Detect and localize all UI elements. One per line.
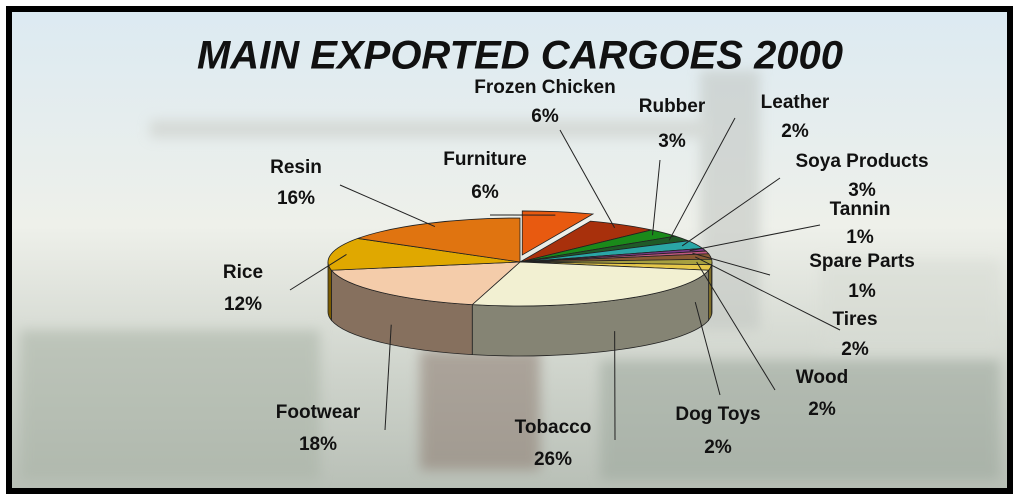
category-label: Resin: [270, 157, 322, 178]
slice: [330, 261, 522, 306]
value-label: 1%: [848, 281, 876, 302]
value-label: 3%: [848, 180, 876, 201]
value-label: 2%: [841, 339, 869, 360]
chart-title: MAIN EXPORTED CARGOES 2000: [197, 34, 843, 78]
value-label: 18%: [299, 434, 337, 455]
leader-line: [668, 117, 736, 241]
slice: [327, 238, 521, 271]
category-label: Wood: [796, 367, 848, 388]
leader-line: [695, 256, 841, 331]
leader-line: [339, 184, 436, 227]
category-label: Rice: [223, 262, 263, 283]
value-label: 16%: [277, 188, 315, 209]
category-label: Dog Toys: [675, 404, 760, 425]
frame: [6, 6, 1013, 494]
value-label: 6%: [531, 106, 559, 127]
value-label: 12%: [224, 294, 262, 315]
leader-line: [692, 252, 771, 276]
category-label: Tires: [832, 309, 877, 330]
value-label: 3%: [658, 131, 686, 152]
category-label: Frozen Chicken: [474, 77, 615, 98]
category-label: Spare Parts: [809, 251, 915, 272]
leader-line: [559, 129, 616, 229]
category-label: Furniture: [443, 149, 526, 170]
photo-shapes: [20, 70, 1000, 480]
leader-line: [694, 301, 721, 396]
slice-side: [708, 264, 713, 322]
slice: [471, 261, 710, 307]
category-label: Soya Products: [795, 151, 928, 172]
category-label: Rubber: [639, 96, 706, 117]
value-label: 2%: [704, 437, 732, 458]
category-label: Tannin: [830, 199, 891, 220]
value-label: 1%: [846, 227, 874, 248]
value-label: 6%: [471, 182, 499, 203]
category-label: Footwear: [276, 402, 361, 423]
leader-line: [681, 177, 781, 247]
leader-line: [689, 224, 821, 252]
category-label: Tobacco: [515, 417, 592, 438]
value-label: 26%: [534, 449, 572, 470]
value-label: 2%: [808, 399, 836, 420]
leader-line: [384, 324, 392, 431]
slice-side: [327, 261, 332, 322]
category-label: Leather: [761, 92, 830, 113]
leader-line: [289, 253, 347, 291]
leader-line: [652, 159, 661, 236]
slice: [521, 210, 595, 256]
leader-line: [696, 261, 776, 391]
value-label: 2%: [781, 121, 809, 142]
